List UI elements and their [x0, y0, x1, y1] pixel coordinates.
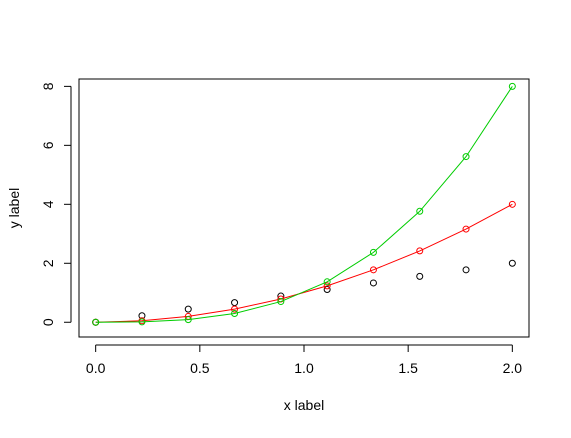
series-1-point — [462, 266, 470, 274]
y-tick-label: 0 — [40, 318, 56, 326]
series-2-point — [323, 282, 331, 290]
x-axis-title: x label — [284, 397, 324, 413]
series-2-point — [416, 247, 424, 255]
y-tick-label: 4 — [40, 200, 56, 208]
x-tick-label: 0.0 — [86, 360, 106, 376]
series-3-point — [92, 318, 100, 326]
series-2-point — [462, 225, 470, 233]
series-1-point — [508, 259, 516, 267]
y-tick-label: 8 — [40, 82, 56, 90]
series-3-point — [323, 278, 331, 286]
series-2-line — [95, 203, 513, 323]
series-1-point — [184, 305, 192, 313]
series-3-point — [369, 248, 377, 256]
series-3-point — [138, 318, 146, 326]
series-2-point — [369, 266, 377, 274]
x-tick-label: 2.0 — [503, 360, 523, 376]
series-3-point — [184, 316, 192, 324]
y-tick-label: 6 — [40, 141, 56, 149]
y-tick-label: 2 — [40, 259, 56, 267]
series-3-line — [95, 86, 513, 323]
series-3-point — [462, 153, 470, 161]
plot-frame — [78, 78, 530, 338]
series-1-point — [416, 272, 424, 280]
y-axis-title: y label — [6, 188, 22, 228]
series-1-point — [369, 279, 377, 287]
x-tick-label: 0.5 — [190, 360, 210, 376]
series-3-point — [508, 82, 516, 90]
series-2 — [92, 200, 516, 326]
x-tick-label: 1.5 — [398, 360, 418, 376]
series-3-point — [231, 310, 239, 318]
series-2-point — [508, 200, 516, 208]
series-layer — [92, 82, 516, 326]
x-tick-label: 1.0 — [294, 360, 314, 376]
series-3-point — [277, 298, 285, 306]
series-1-point — [323, 285, 331, 293]
series-2-point — [231, 305, 239, 313]
axes-layer: 0.0 0.5 1.0 1.5 2.0 0 2 4 6 8 — [40, 82, 522, 376]
series-3-point — [416, 207, 424, 215]
series-1-point — [231, 299, 239, 307]
series-3 — [92, 82, 516, 326]
